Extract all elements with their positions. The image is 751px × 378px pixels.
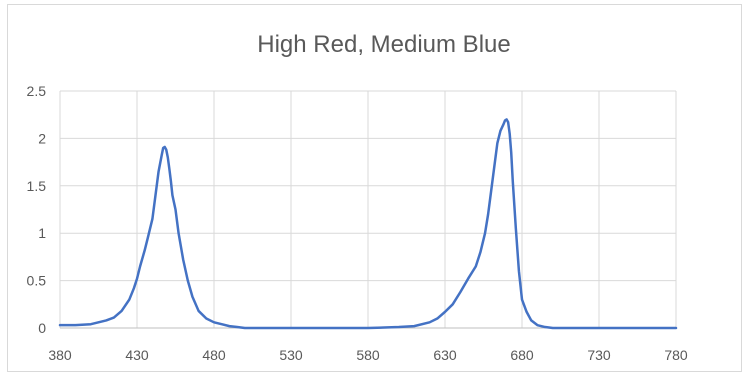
chart-area: High Red, Medium Blue 0 0.5 1 1.5 2 2.5 380 430… — [7, 4, 742, 372]
series-layer — [58, 118, 678, 330]
y-tick-label-5: 2.5 — [27, 83, 47, 99]
y-tick-label-0: 0 — [38, 320, 46, 336]
y-tick-label-1: 0.5 — [27, 273, 47, 289]
series-line-0 — [58, 118, 678, 330]
x-tick-label-1: 430 — [125, 347, 149, 363]
x-tick-label-5: 630 — [433, 347, 457, 363]
chart-title: High Red, Medium Blue — [257, 31, 510, 58]
x-tick-label-6: 680 — [510, 347, 534, 363]
x-tick-label-8: 780 — [664, 347, 688, 363]
tick-labels: 0 0.5 1 1.5 2 2.5 380 430 480 530 580 630 680 730 780 — [27, 83, 688, 363]
y-tick-label-4: 2 — [38, 130, 46, 146]
x-tick-label-2: 480 — [202, 347, 226, 363]
x-tick-label-7: 730 — [587, 347, 611, 363]
line-chart: High Red, Medium Blue 0 0.5 1 1.5 2 2.5 380 430… — [27, 31, 688, 363]
x-tick-label-3: 530 — [279, 347, 303, 363]
y-tick-label-3: 1.5 — [27, 178, 47, 194]
x-tick-label-0: 380 — [48, 347, 72, 363]
y-tick-label-2: 1 — [38, 225, 46, 241]
gridlines — [59, 90, 677, 328]
x-tick-label-4: 580 — [356, 347, 380, 363]
